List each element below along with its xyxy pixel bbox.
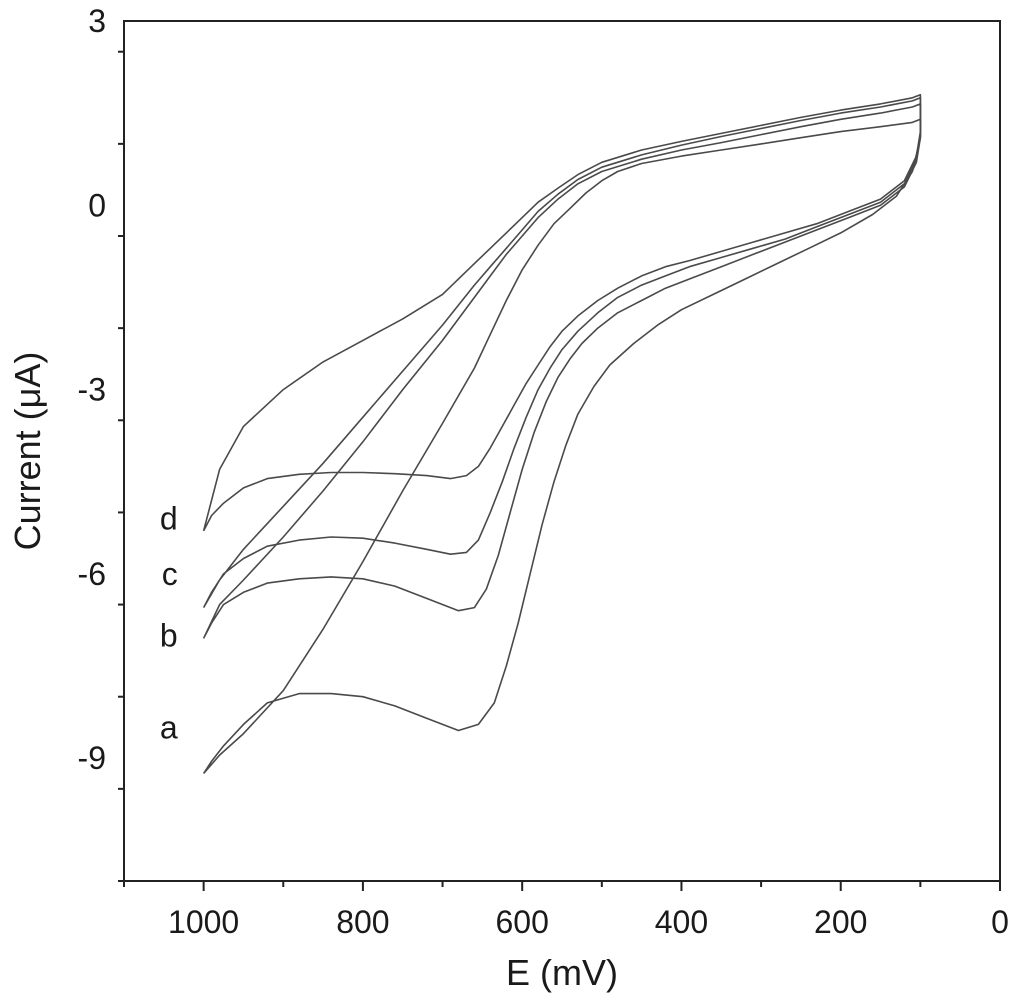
y-tick-label: -3: [78, 372, 106, 408]
curve-label-c: c: [162, 556, 178, 592]
x-tick-label: 800: [336, 904, 389, 940]
curve-labels: a bcd: [160, 501, 178, 746]
curve-d: [202, 93, 922, 532]
curve-a: [202, 118, 922, 775]
y-tick-label: 0: [88, 187, 106, 223]
x-tick-label: 0: [991, 904, 1009, 940]
x-axis-title: E (mV): [506, 952, 618, 993]
axis-tick-labels: 1000 800 600 400 200 0 3 0 -3 -6 -9: [78, 3, 1009, 940]
x-tick-label: 600: [495, 904, 548, 940]
data-curves: [202, 93, 922, 775]
curve-c: [202, 97, 922, 609]
curve-label-d: d: [160, 501, 178, 537]
plot-frame: [123, 20, 1001, 882]
y-tick-label: -9: [78, 740, 106, 776]
curve-label-b: b: [160, 617, 178, 653]
axis-ticks: [118, 50, 1001, 891]
curve-label-a: a: [160, 709, 178, 745]
y-tick-label: 3: [88, 3, 106, 39]
x-tick-label: 200: [814, 904, 867, 940]
y-tick-label: -6: [78, 556, 106, 592]
x-tick-label: 400: [655, 904, 708, 940]
y-axis-title: Current (μA): [7, 352, 48, 551]
x-tick-label: 1000: [168, 904, 239, 940]
curve-b: [202, 103, 922, 639]
